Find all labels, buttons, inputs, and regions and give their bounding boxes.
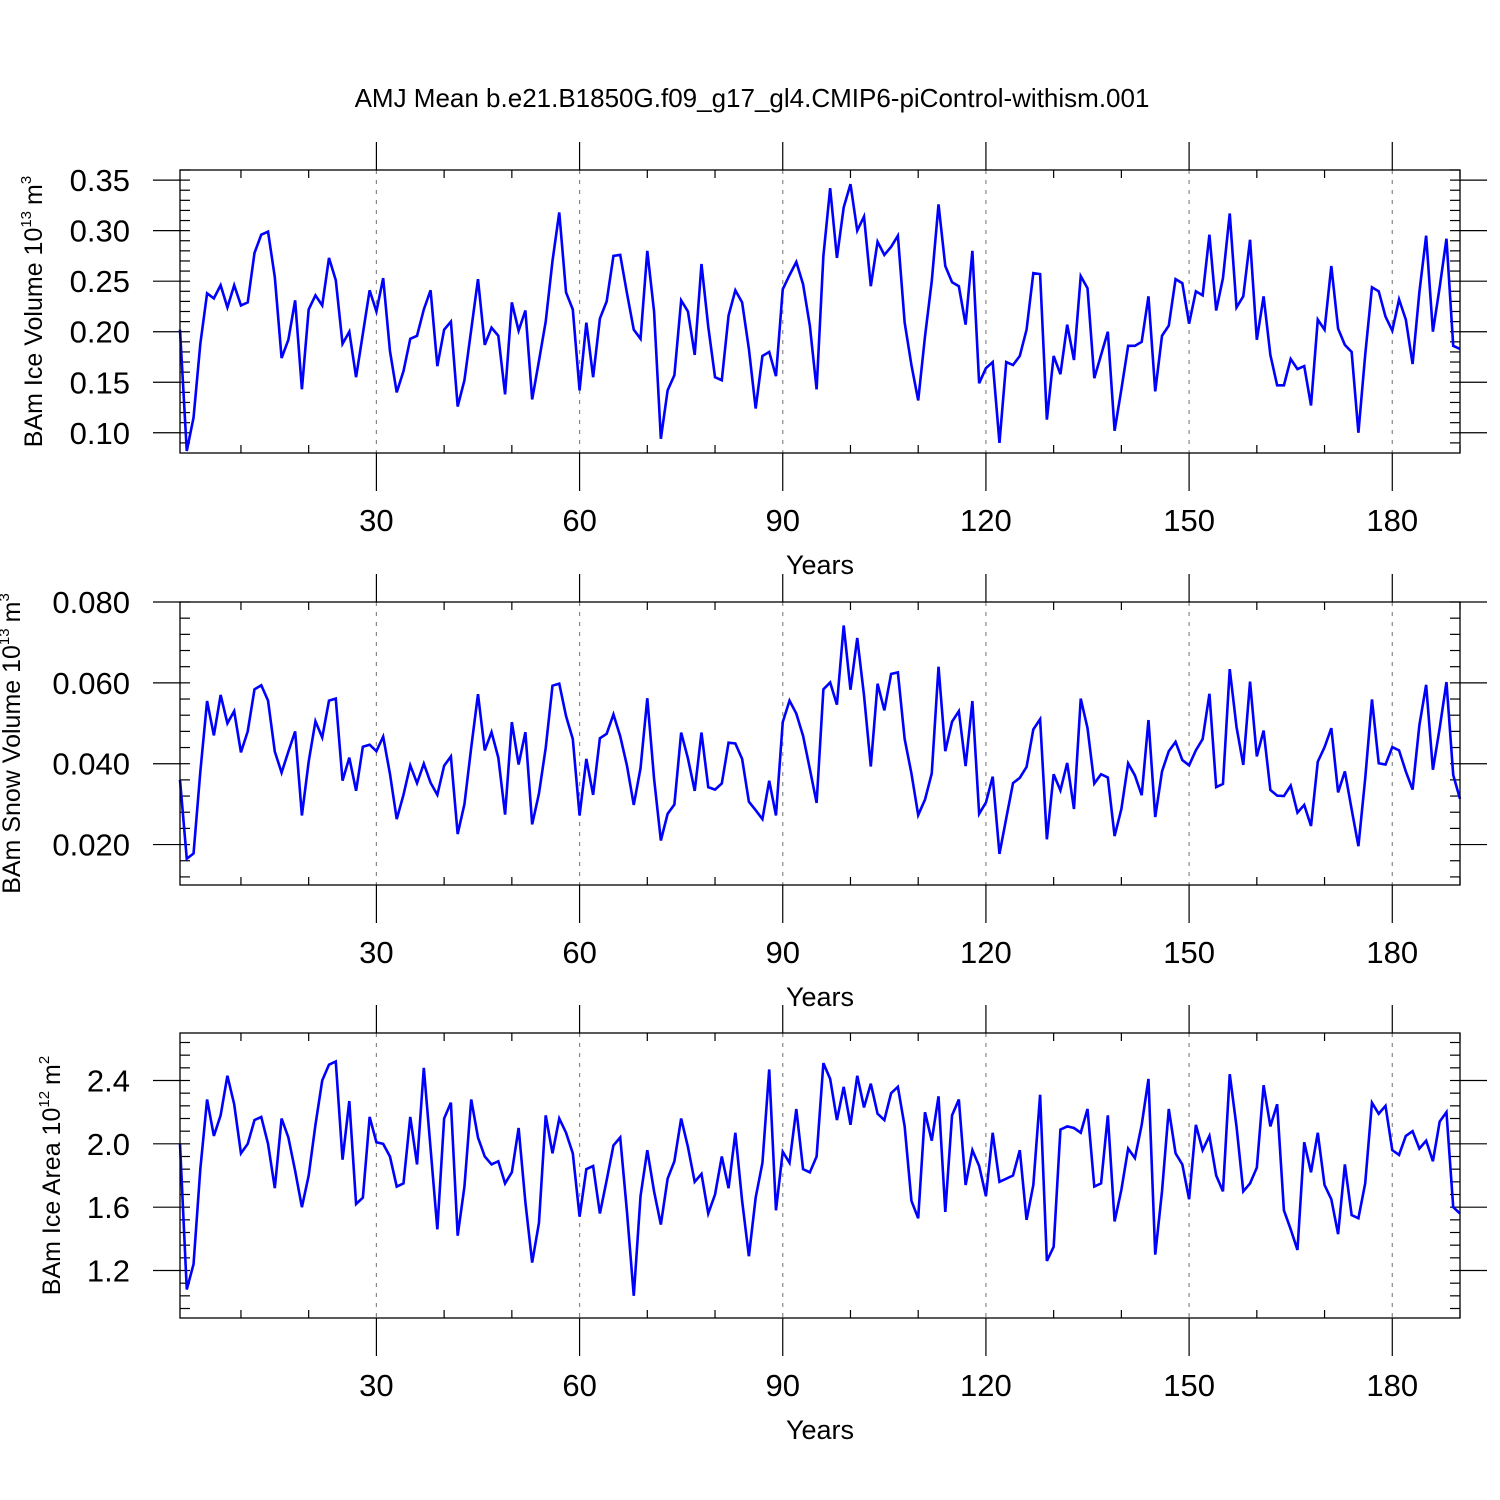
y-tick-label: 0.35	[70, 163, 130, 198]
y-tick-label: 2.4	[87, 1064, 130, 1099]
x-tick-label: 150	[1163, 935, 1215, 970]
y-label-unit: m	[0, 602, 26, 623]
y-label-unit-exponent: 2	[36, 1056, 53, 1064]
y-label-text: BAm Ice Area 10	[38, 1108, 66, 1296]
panel-snow-volume: 0.020 0.040 0.060 0.080 30 60 90 120 150 180 Years…	[0, 574, 1487, 1012]
y-tick-label: 0.040	[52, 747, 130, 782]
x-tick-label: 30	[359, 1368, 393, 1403]
y-tick-label: 0.15	[70, 365, 130, 400]
plot-frame	[179, 601, 1461, 886]
y-tick-label: 2.0	[87, 1127, 130, 1162]
y-label-unit: m	[38, 1064, 66, 1085]
y-tick-label: 1.2	[87, 1254, 130, 1289]
x-tick-label: 60	[562, 1368, 596, 1403]
series-line	[178, 183, 1461, 452]
x-tick-label: 180	[1366, 935, 1418, 970]
x-tick-label: 90	[766, 935, 800, 970]
y-label-exponent: 12	[36, 1091, 53, 1108]
y-tick-label: 0.30	[70, 214, 130, 249]
y-label-exponent: 13	[0, 628, 13, 645]
x-axis-label: Years	[786, 1415, 854, 1445]
y-label-exponent: 13	[18, 211, 35, 228]
x-axis-label: Years	[786, 982, 854, 1012]
panel-ice-area: 1.2 1.6 2.0 2.4 30 60 90 120 150 180 Years BAm Ice …	[36, 1005, 1487, 1445]
y-tick-label: 0.080	[52, 585, 130, 620]
y-tick-label: 0.10	[70, 416, 130, 451]
y-label-unit-exponent: 3	[0, 593, 13, 601]
x-tick-label: 30	[359, 935, 393, 970]
x-tick-label: 90	[766, 503, 800, 538]
y-axis-label-ice-area: BAm Ice Area 1012 m2	[36, 1056, 66, 1295]
panel-ice-volume: 0.10 0.15 0.20 0.25 0.30 0.35 30 60 90 120 150 180 Y…	[18, 142, 1487, 580]
x-tick-label: 120	[960, 1368, 1012, 1403]
series-line	[178, 1059, 1461, 1296]
x-tick-label: 30	[359, 503, 393, 538]
chart-title: AMJ Mean b.e21.B1850G.f09_g17_gl4.CMIP6-…	[355, 83, 1150, 113]
y-label-text: BAm Snow Volume 10	[0, 645, 26, 894]
y-tick-label: 0.20	[70, 315, 130, 350]
y-label-text: BAm Ice Volume 10	[20, 228, 48, 448]
y-tick-label: 1.6	[87, 1190, 130, 1225]
y-label-unit: m	[20, 184, 48, 205]
x-tick-label: 150	[1163, 503, 1215, 538]
y-axis-label-snow-volume: BAm Snow Volume 1013 m3	[0, 593, 26, 894]
y-tick-label: 0.020	[52, 828, 130, 863]
plot-frame	[179, 1032, 1461, 1319]
x-axis-label: Years	[786, 550, 854, 580]
x-tick-label: 180	[1366, 1368, 1418, 1403]
x-tick-label: 180	[1366, 503, 1418, 538]
x-tick-label: 120	[960, 935, 1012, 970]
x-tick-label: 150	[1163, 1368, 1215, 1403]
y-tick-label: 0.060	[52, 666, 130, 701]
series-line	[178, 625, 1462, 862]
x-tick-label: 60	[562, 935, 596, 970]
x-tick-label: 60	[562, 503, 596, 538]
x-tick-label: 90	[766, 1368, 800, 1403]
plot-frame	[179, 169, 1461, 454]
y-axis-label-ice-volume: BAm Ice Volume 1013 m3	[18, 176, 48, 447]
y-label-unit-exponent: 3	[18, 176, 35, 184]
y-tick-label: 0.25	[70, 264, 130, 299]
x-tick-label: 120	[960, 503, 1012, 538]
